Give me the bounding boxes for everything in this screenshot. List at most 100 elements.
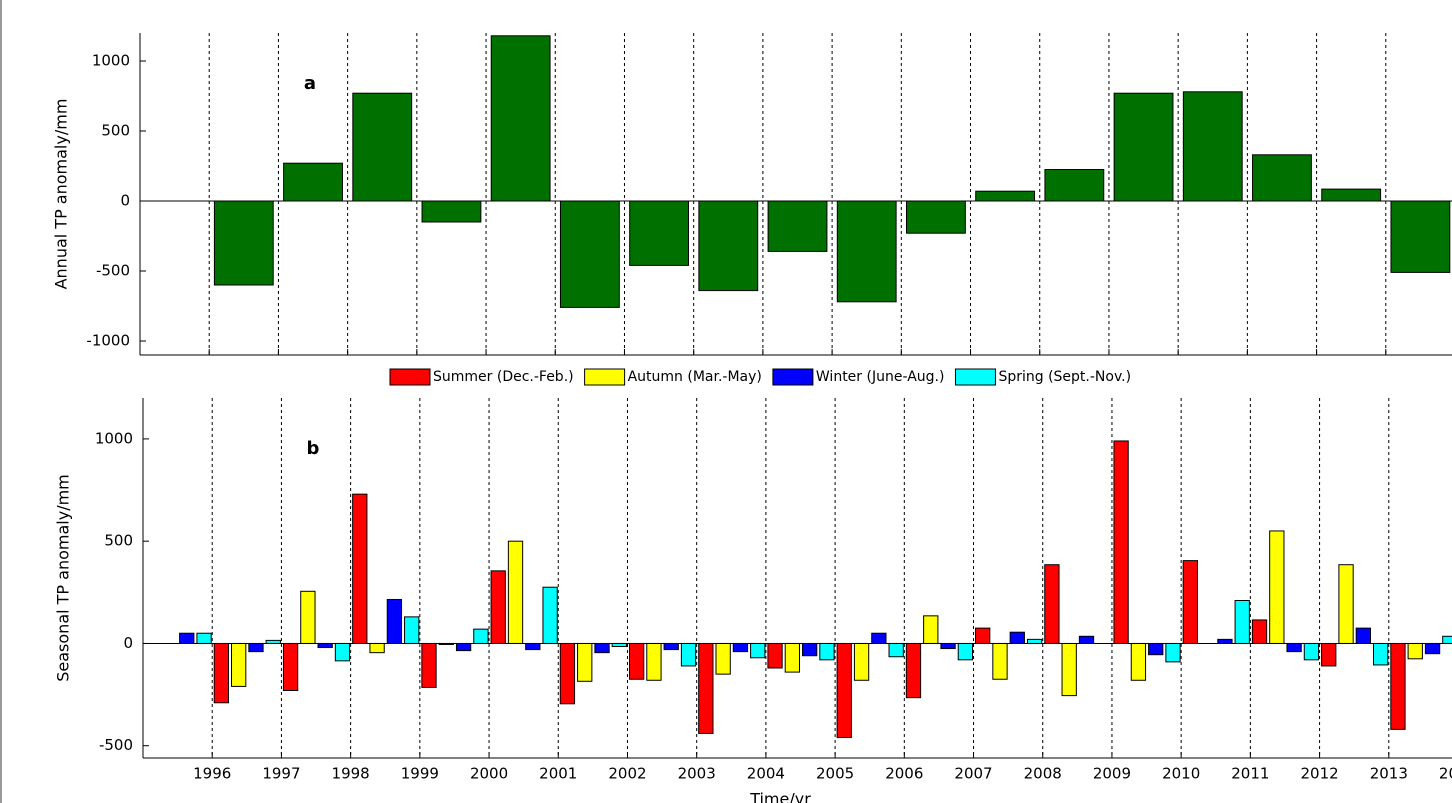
x-tick-label: 2006 <box>885 765 923 783</box>
bar <box>853 642 870 681</box>
legend-label: Autumn (Mar.-May) <box>628 369 762 385</box>
bar <box>767 642 783 669</box>
bar <box>1113 440 1129 644</box>
bar <box>577 642 593 682</box>
y-tick-label: 500 <box>104 532 133 550</box>
y-axis-label: Seasonal TP anomaly/mm <box>54 474 73 682</box>
y-axis-label: Annual TP anomaly/mm <box>52 99 71 290</box>
x-tick-label: 1999 <box>401 765 439 783</box>
bar <box>992 642 1008 680</box>
bar <box>1269 530 1285 644</box>
bar <box>179 632 195 644</box>
bar <box>490 35 551 202</box>
bar <box>628 642 645 680</box>
bar <box>1251 619 1268 644</box>
bar <box>404 616 420 644</box>
bar <box>680 642 697 667</box>
x-tick-label: 2001 <box>539 765 577 783</box>
bar <box>698 200 759 292</box>
bar <box>698 642 714 734</box>
bar <box>1044 169 1105 202</box>
bar <box>836 200 897 303</box>
bar <box>213 200 274 286</box>
bar <box>1217 638 1233 644</box>
bar <box>334 642 351 662</box>
bar <box>231 642 247 687</box>
bar <box>542 586 558 644</box>
bar <box>282 642 299 691</box>
bar <box>629 200 689 266</box>
bar <box>802 642 818 657</box>
bar <box>906 200 966 234</box>
bar <box>1355 627 1371 644</box>
x-tick-label: 2011 <box>1231 765 1269 783</box>
bar <box>1044 564 1060 644</box>
bar <box>750 642 766 659</box>
y-tick-label: 500 <box>101 122 130 140</box>
x-tick-label: 2009 <box>1093 765 1131 783</box>
bar <box>1390 200 1451 273</box>
x-tick-label: 2003 <box>678 765 716 783</box>
bar <box>352 493 368 644</box>
bar <box>421 200 482 223</box>
bar <box>300 590 316 644</box>
bar <box>1182 560 1198 644</box>
bar <box>1148 642 1164 656</box>
bar <box>283 162 343 202</box>
bar <box>196 632 212 644</box>
bar <box>905 642 922 699</box>
y-tick-label: 0 <box>120 192 130 210</box>
legend-label: Summer (Dec.-Feb.) <box>433 369 574 385</box>
bar <box>1026 638 1043 644</box>
bar <box>871 632 887 644</box>
y-tick-label: 0 <box>123 634 133 652</box>
x-tick-label: 1998 <box>332 765 370 783</box>
bar <box>923 615 939 644</box>
y-tick-label: 1000 <box>95 429 133 447</box>
bar <box>836 642 852 739</box>
bar <box>940 642 956 650</box>
x-tick-label: 2007 <box>954 765 992 783</box>
bar <box>975 627 991 644</box>
bar <box>559 200 620 308</box>
legend-swatch <box>772 368 814 386</box>
bar <box>767 200 828 252</box>
x-tick-label: 2000 <box>470 765 508 783</box>
x-tick-label: 2004 <box>747 765 785 783</box>
bar <box>888 642 904 658</box>
y-tick-label: 1000 <box>92 52 130 70</box>
bar <box>352 92 413 202</box>
legend-swatch <box>389 368 431 386</box>
bar <box>1442 635 1452 644</box>
bar <box>715 642 731 675</box>
bar <box>1390 642 1406 730</box>
bar <box>975 190 1036 202</box>
bar <box>646 642 662 681</box>
bar <box>594 642 610 654</box>
x-axis-label: Time/yr <box>749 790 811 803</box>
x-tick-label: 1996 <box>193 765 231 783</box>
x-tick-label: 2005 <box>816 765 854 783</box>
bar <box>1009 631 1025 644</box>
bar <box>317 642 333 649</box>
bar <box>1113 92 1174 202</box>
y-tick-label: -500 <box>99 736 133 754</box>
bar <box>1252 154 1312 202</box>
y-tick-label: -1000 <box>86 332 130 350</box>
panel-label: b <box>307 438 320 459</box>
bar <box>1321 188 1382 202</box>
bar <box>1061 642 1077 697</box>
bar <box>1078 635 1095 644</box>
bar <box>213 642 230 704</box>
bar <box>1165 642 1181 663</box>
bar <box>732 642 749 653</box>
bar <box>1372 642 1389 666</box>
bar <box>248 642 264 653</box>
x-tick-label: 2008 <box>1024 765 1062 783</box>
bar <box>1130 642 1147 681</box>
panel-label: a <box>304 73 316 94</box>
bar <box>957 642 974 661</box>
bar <box>1234 600 1250 644</box>
legend-swatch <box>584 368 626 386</box>
bar <box>1338 564 1354 644</box>
